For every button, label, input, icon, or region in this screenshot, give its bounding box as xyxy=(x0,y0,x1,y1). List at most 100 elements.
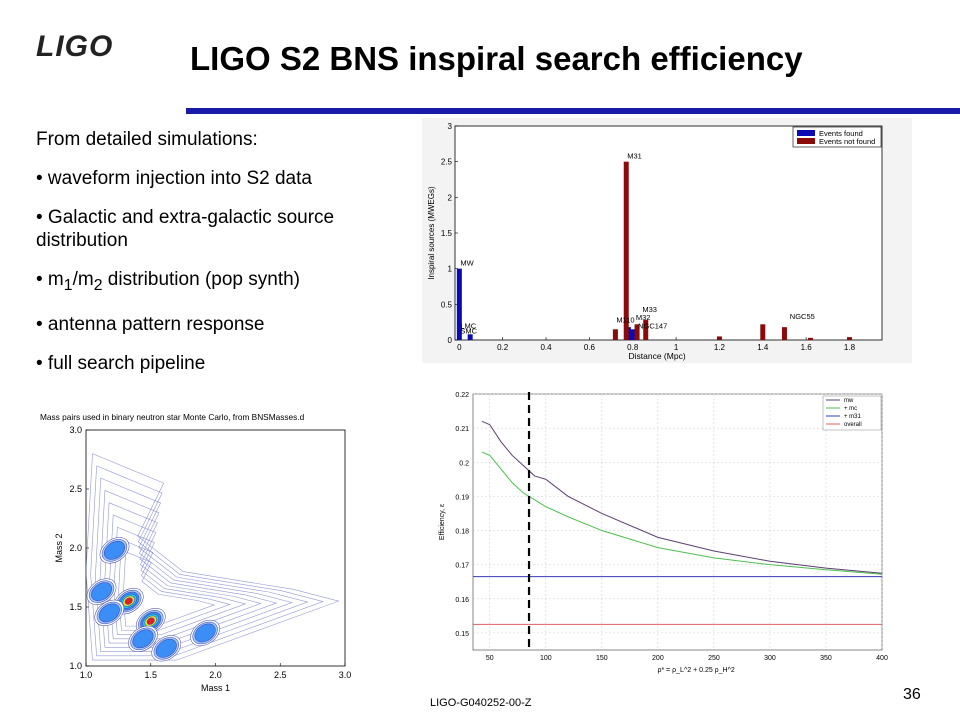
x-tick-label: 0.2 xyxy=(497,343,509,352)
bullet-source-distribution: • Galactic and extra-galactic source dis… xyxy=(36,207,335,251)
contour-peak xyxy=(86,578,117,605)
bar-not-found xyxy=(623,161,629,340)
bar-not-found xyxy=(760,324,766,340)
y-tick-label: 1.5 xyxy=(69,602,82,612)
x-axis-label: Mass 1 xyxy=(201,683,230,693)
contour-peak xyxy=(122,595,135,607)
plot-frame xyxy=(85,429,346,667)
x-tick-label: 0.4 xyxy=(540,343,552,352)
plot-background xyxy=(422,118,912,363)
page-number: 36 xyxy=(903,686,921,703)
contour-line xyxy=(109,514,262,640)
bar-annotation: LMC xyxy=(460,321,476,330)
legend-swatch xyxy=(797,138,815,144)
bar-found xyxy=(625,327,631,340)
contour-peak xyxy=(130,627,156,651)
contour-peak xyxy=(99,537,130,564)
contour-line xyxy=(122,551,216,627)
series-line--mc xyxy=(481,451,883,575)
legend-swatch xyxy=(797,130,815,136)
x-tick-label: 150 xyxy=(596,655,608,662)
bar-annotation: NGC147 xyxy=(638,321,667,330)
y-axis-label: Efficiency, ε xyxy=(439,504,446,540)
y-tick-label: 0.5 xyxy=(441,300,453,309)
bar-not-found xyxy=(612,329,618,340)
bar-not-found xyxy=(807,337,813,340)
contour-peak xyxy=(135,608,166,635)
slide-title: LIGO S2 BNS inspiral search efficiency xyxy=(190,40,803,77)
y-axis-label: Mass 2 xyxy=(54,533,64,562)
y-tick-label: 0.16 xyxy=(455,597,469,604)
bar-annotation: SMC xyxy=(460,326,477,335)
contour-peak xyxy=(146,617,155,625)
bullet-waveform: • waveform injection into S2 data xyxy=(36,168,312,189)
contour-peak xyxy=(124,597,133,605)
x-tick-label: 50 xyxy=(486,655,494,662)
contour-peak xyxy=(140,611,162,631)
bar-found xyxy=(456,268,462,340)
x-tick-label: 1.4 xyxy=(757,343,769,352)
contour-peak xyxy=(151,635,182,662)
x-tick-label: 1.8 xyxy=(844,343,856,352)
y-axis-label: Inspiral sources (MWEGs) xyxy=(427,186,436,280)
x-tick-label: 3.0 xyxy=(339,670,352,680)
x-tick-label: 1.5 xyxy=(144,670,157,680)
y-tick-label: 0.19 xyxy=(455,494,469,501)
contour-line xyxy=(95,477,309,652)
y-tick-label: 0.17 xyxy=(455,563,469,570)
bar-not-found xyxy=(643,320,649,340)
document-id: LIGO-G040252-00-Z xyxy=(430,697,532,709)
y-tick-label: 1 xyxy=(448,265,453,274)
contour-peak xyxy=(118,591,140,611)
contour-line xyxy=(99,489,293,648)
legend-label: overall xyxy=(844,422,862,428)
contour-peak xyxy=(144,615,157,627)
y-tick-label: 1.0 xyxy=(69,661,82,671)
x-tick-label: 1.0 xyxy=(80,670,93,680)
contour-peak xyxy=(96,601,122,625)
chart-title: Mass pairs used in binary neutron star M… xyxy=(40,412,305,422)
x-tick-label: 350 xyxy=(820,655,832,662)
x-axis-label: Distance (Mpc) xyxy=(629,351,686,361)
contour-peak xyxy=(142,613,160,629)
y-tick-label: 0.15 xyxy=(455,631,469,638)
contour-peak xyxy=(113,587,144,615)
bar-annotation: MW xyxy=(460,259,474,268)
contour-line xyxy=(86,453,340,661)
x-tick-label: 300 xyxy=(764,655,776,662)
x-tick-label: 1.2 xyxy=(714,343,726,352)
legend-label: + m31 xyxy=(844,414,862,420)
bullet-list: From detailed simulations: • waveform in… xyxy=(36,128,396,391)
y-tick-label: 2.0 xyxy=(69,543,82,553)
title-underline xyxy=(186,108,960,114)
contour-peak xyxy=(101,539,128,562)
contour-peak xyxy=(116,589,142,613)
contour-peak xyxy=(98,603,120,623)
y-tick-label: 0 xyxy=(448,336,453,345)
y-tick-label: 2.5 xyxy=(69,484,82,494)
bar-annotation: NGC55 xyxy=(790,312,815,321)
bar-not-found xyxy=(716,336,722,340)
y-tick-label: 3.0 xyxy=(69,425,82,435)
contour-peak xyxy=(128,625,158,652)
contour-peak xyxy=(190,619,220,647)
y-tick-label: 0.21 xyxy=(455,426,469,433)
y-tick-label: 2 xyxy=(448,193,453,202)
contour-group xyxy=(86,453,340,662)
x-axis-label: ρ* = ρ_L^2 + 0.25 ρ_H^2 xyxy=(658,667,735,674)
contour-line xyxy=(104,502,278,644)
contour-peak xyxy=(94,599,125,627)
y-tick-label: 0.2 xyxy=(459,460,469,467)
bar-annotation: M32 xyxy=(636,313,651,322)
y-tick-label: 0.18 xyxy=(455,529,469,536)
x-tick-label: 200 xyxy=(652,655,664,662)
x-tick-label: 1.6 xyxy=(801,343,813,352)
bar-annotation: M31 xyxy=(627,152,642,161)
legend-box xyxy=(822,395,882,431)
contour-peak xyxy=(104,541,125,560)
legend-label: Events not found xyxy=(819,137,875,146)
x-tick-label: 400 xyxy=(876,655,888,662)
contour-peak xyxy=(153,637,179,660)
contour-peak xyxy=(192,621,218,645)
series-line-mw xyxy=(481,420,883,574)
